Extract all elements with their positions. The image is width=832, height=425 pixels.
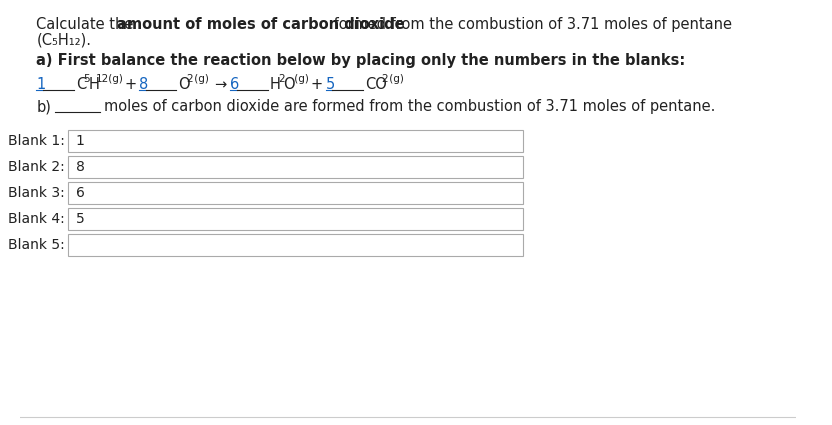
Text: CO: CO — [364, 77, 387, 92]
Text: 5: 5 — [325, 77, 334, 92]
Text: 6: 6 — [230, 77, 240, 92]
Text: O: O — [178, 77, 190, 92]
Text: (g): (g) — [386, 74, 404, 84]
Text: 2: 2 — [382, 74, 389, 84]
Text: C: C — [76, 77, 86, 92]
Text: 5: 5 — [83, 74, 90, 84]
Text: →: → — [214, 77, 226, 92]
Text: 8: 8 — [76, 160, 85, 174]
Text: (g): (g) — [191, 74, 209, 84]
Text: +: + — [310, 77, 323, 92]
Text: (C₅H₁₂).: (C₅H₁₂). — [37, 32, 92, 47]
Bar — [68, 234, 523, 256]
Text: Blank 2:: Blank 2: — [7, 160, 64, 174]
Text: 1: 1 — [37, 77, 46, 92]
Text: 1: 1 — [76, 134, 85, 148]
Text: Blank 4:: Blank 4: — [7, 212, 64, 226]
Text: 2: 2 — [278, 74, 285, 84]
Text: moles of carbon dioxide are formed from the combustion of 3.71 moles of pentane.: moles of carbon dioxide are formed from … — [104, 99, 715, 114]
Text: amount of moles of carbon dioxide: amount of moles of carbon dioxide — [116, 17, 404, 32]
Text: 6: 6 — [76, 186, 85, 200]
Text: 2: 2 — [186, 74, 193, 84]
Text: Blank 1:: Blank 1: — [7, 134, 64, 148]
Text: Blank 3:: Blank 3: — [7, 186, 64, 200]
Text: b): b) — [37, 99, 52, 114]
Text: H: H — [270, 77, 280, 92]
Text: Calculate the: Calculate the — [37, 17, 138, 32]
Text: Blank 5:: Blank 5: — [7, 238, 64, 252]
Text: 8: 8 — [139, 77, 148, 92]
Bar — [68, 182, 523, 204]
Text: H: H — [89, 77, 100, 92]
Bar — [68, 156, 523, 178]
Text: formed from the combustion of 3.71 moles of pentane: formed from the combustion of 3.71 moles… — [329, 17, 732, 32]
Text: 5: 5 — [76, 212, 84, 226]
Text: a) First balance the reaction below by placing only the numbers in the blanks:: a) First balance the reaction below by p… — [37, 53, 686, 68]
Text: +: + — [124, 77, 136, 92]
Text: O: O — [283, 77, 295, 92]
Text: (g): (g) — [291, 74, 309, 84]
Bar — [68, 208, 523, 230]
Text: 12: 12 — [97, 74, 109, 84]
Text: (g): (g) — [106, 74, 123, 84]
Bar — [68, 130, 523, 152]
